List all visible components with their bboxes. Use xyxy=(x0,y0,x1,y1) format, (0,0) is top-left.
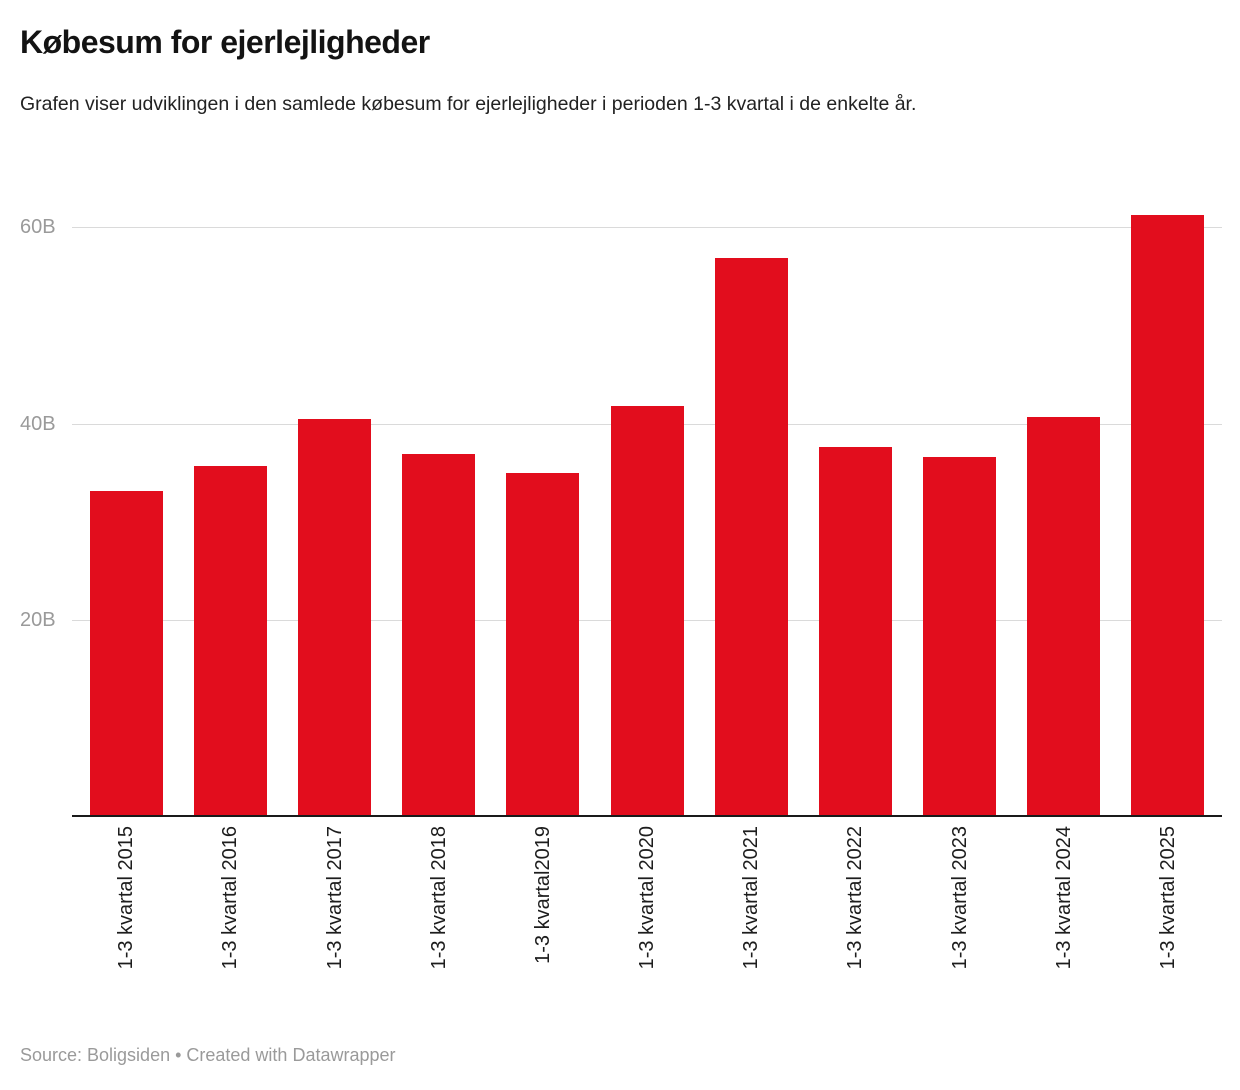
bar[interactable] xyxy=(714,257,788,816)
x-tick-label: 1-3 kvartal 2018 xyxy=(427,826,450,970)
bar[interactable] xyxy=(1027,416,1101,816)
bar[interactable] xyxy=(89,491,163,816)
bar[interactable] xyxy=(1131,214,1205,816)
bar[interactable] xyxy=(506,472,580,816)
x-tick-label: 1-3 kvartal 2016 xyxy=(219,826,242,970)
x-tick-label: 1-3 kvartal 2017 xyxy=(323,826,346,970)
bar[interactable] xyxy=(818,447,892,816)
x-axis-line xyxy=(72,815,1222,817)
y-tick-label: 40B xyxy=(20,412,56,435)
bar[interactable] xyxy=(923,456,997,816)
x-tick-label: 1-3 kvartal 2025 xyxy=(1156,826,1179,970)
x-tick-label: 1-3 kvartal 2024 xyxy=(1052,826,1075,970)
bar[interactable] xyxy=(298,418,372,816)
gridline xyxy=(72,227,1222,229)
x-tick-label: 1-3 kvartal 2015 xyxy=(115,826,138,970)
x-tick-label: 1-3 kvartal 2021 xyxy=(740,826,763,970)
bar[interactable] xyxy=(193,465,267,816)
bar[interactable] xyxy=(402,454,476,816)
chart-footer: Source: Boligsiden • Created with Datawr… xyxy=(20,1045,396,1065)
x-tick-label: 1-3 kvartal2019 xyxy=(531,826,554,964)
x-tick-label: 1-3 kvartal 2023 xyxy=(948,826,971,970)
y-tick-label: 20B xyxy=(20,608,56,631)
chart-title: Købesum for ejerlejligheder xyxy=(20,24,430,60)
x-tick-label: 1-3 kvartal 2020 xyxy=(636,826,659,970)
chart-description: Grafen viser udviklingen i den samlede k… xyxy=(20,93,917,115)
bar[interactable] xyxy=(610,405,684,816)
y-tick-label: 60B xyxy=(20,216,56,239)
x-tick-label: 1-3 kvartal 2022 xyxy=(844,826,867,970)
